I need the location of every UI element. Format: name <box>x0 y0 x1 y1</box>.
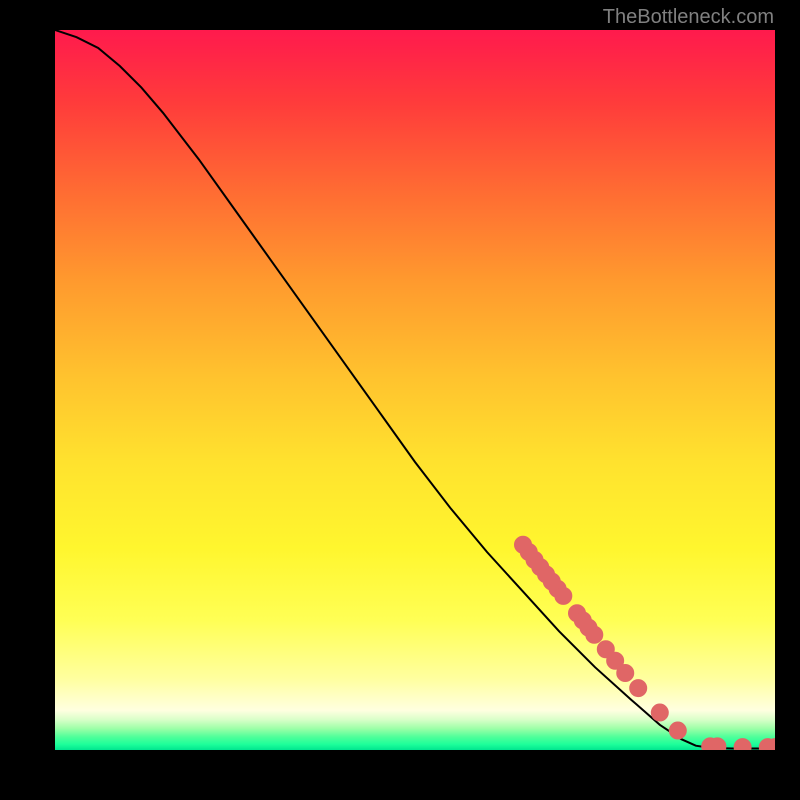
marker-group <box>515 536 776 750</box>
plot-area <box>55 30 775 750</box>
data-marker <box>669 722 686 739</box>
attribution-text: TheBottleneck.com <box>603 6 774 29</box>
data-marker <box>651 704 668 721</box>
data-marker <box>555 587 572 604</box>
data-marker <box>586 626 603 643</box>
bottleneck-curve <box>55 30 775 749</box>
curve-layer <box>55 30 775 750</box>
data-marker <box>734 739 751 750</box>
data-marker <box>617 664 634 681</box>
data-marker <box>709 738 726 750</box>
chart-container: TheBottleneck.com <box>0 0 800 800</box>
data-marker <box>630 680 647 697</box>
